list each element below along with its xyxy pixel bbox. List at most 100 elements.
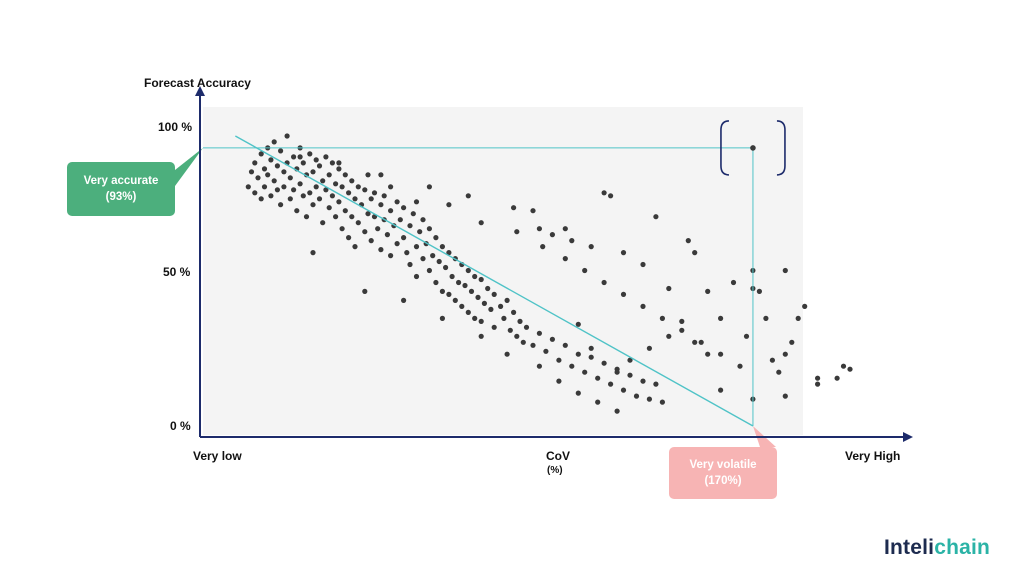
very-accurate-value: (93%): [105, 191, 137, 203]
data-point: [620, 291, 627, 297]
data-point: [401, 205, 407, 211]
data-point: [300, 160, 306, 166]
data-point: [426, 184, 432, 190]
data-point: [481, 300, 487, 306]
x-axis-unit: (%): [547, 465, 563, 476]
data-point: [349, 178, 355, 184]
data-point: [394, 241, 400, 247]
y-tick-label-100: 100 %: [158, 120, 193, 134]
data-point: [705, 288, 711, 294]
data-point: [718, 315, 724, 321]
data-point: [491, 324, 497, 330]
data-point: [834, 375, 840, 381]
data-point: [569, 363, 575, 369]
data-point: [433, 235, 439, 241]
data-point: [248, 169, 255, 175]
highlight-bracket-right: [776, 120, 786, 176]
data-point: [488, 306, 494, 312]
data-point: [718, 351, 724, 357]
data-point: [465, 267, 471, 274]
data-point: [352, 196, 358, 202]
data-point: [504, 351, 510, 357]
data-point: [261, 184, 268, 190]
data-point: [413, 244, 420, 250]
data-point: [297, 181, 303, 187]
data-point: [274, 187, 280, 193]
data-point: [646, 345, 653, 351]
data-point: [310, 169, 316, 175]
data-point: [433, 279, 439, 286]
data-point: [588, 345, 594, 351]
data-point: [815, 381, 821, 387]
data-point: [320, 178, 326, 184]
y-axis-label: Forecast Accuracy: [144, 76, 251, 90]
data-point: [355, 184, 361, 190]
data-point: [413, 273, 420, 280]
data-point: [782, 267, 788, 274]
data-point: [346, 235, 352, 241]
data-point: [575, 390, 581, 396]
data-point: [556, 357, 562, 363]
x-axis-arrow: [903, 432, 913, 442]
data-point: [504, 297, 510, 303]
highlight-point: [750, 145, 756, 151]
intelichain-logo: Intelichain: [884, 536, 990, 560]
data-point: [543, 348, 549, 354]
data-point: [265, 172, 271, 178]
data-point: [287, 196, 293, 202]
data-point: [666, 285, 672, 292]
data-point: [252, 190, 258, 196]
data-point: [310, 250, 316, 256]
data-point: [394, 199, 400, 205]
logo-prefix: Inteli: [884, 536, 935, 559]
data-point: [258, 151, 264, 157]
data-point: [549, 232, 556, 238]
data-point: [362, 288, 368, 294]
data-point: [261, 166, 268, 172]
very-accurate-callout: Very accurate (93%): [67, 162, 175, 216]
data-point: [316, 196, 323, 202]
data-point: [575, 351, 581, 357]
data-point: [498, 303, 504, 309]
data-point: [608, 193, 614, 199]
data-point: [705, 351, 711, 357]
data-point: [268, 193, 274, 199]
data-point: [297, 154, 303, 160]
data-point: [692, 339, 698, 345]
data-point: [459, 303, 465, 309]
data-point: [426, 267, 432, 274]
data-point: [291, 154, 297, 160]
accurate-callout-pointer: [175, 147, 203, 186]
data-point: [326, 172, 332, 178]
data-point: [368, 238, 374, 244]
data-point: [313, 157, 319, 163]
data-point: [420, 217, 426, 223]
data-point: [375, 226, 381, 232]
data-point: [763, 315, 769, 321]
data-point: [601, 360, 607, 366]
data-point: [401, 235, 407, 241]
data-point: [281, 184, 287, 190]
data-point: [323, 187, 329, 193]
data-point: [310, 202, 316, 208]
data-point: [252, 160, 258, 166]
data-point: [679, 327, 685, 333]
data-point: [291, 187, 297, 193]
data-point: [349, 214, 355, 220]
data-point: [410, 211, 416, 217]
data-point: [802, 303, 808, 309]
data-point: [536, 330, 543, 336]
data-point: [582, 369, 588, 375]
data-point: [517, 318, 523, 324]
data-point: [381, 193, 387, 199]
data-point: [336, 160, 342, 166]
data-point: [271, 139, 277, 145]
very-volatile-text: Very volatile: [689, 459, 757, 471]
data-point: [737, 363, 743, 369]
data-point: [342, 208, 348, 214]
data-point: [326, 205, 332, 211]
data-point: [776, 369, 782, 375]
data-point: [362, 229, 368, 235]
data-point: [540, 244, 546, 250]
